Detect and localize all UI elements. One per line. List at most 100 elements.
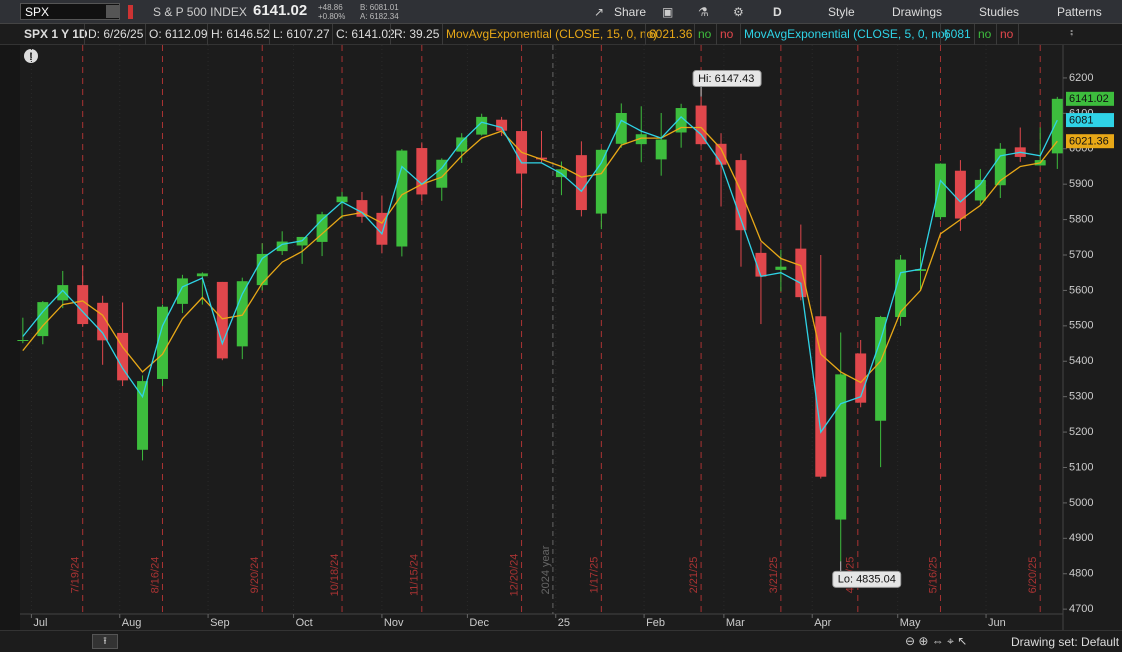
zoom-tools[interactable]: ⊖ ⊕ ⇔ ⌖ ↖ [905,634,968,648]
x-tick-label: Jul [33,617,47,629]
icon-button[interactable]: ⚗ [698,5,709,19]
icon-button[interactable]: ▣ [662,5,674,19]
period-button[interactable]: D [773,5,782,19]
chart: ! 4700 4800 4900 5000 5100 5200 5300 5400 5500 56… [0,45,1114,630]
candle-body [336,196,348,203]
settings-button[interactable]: ⚙ [733,5,744,19]
y-tick-label: 5800 [1069,213,1093,225]
candle-body [655,139,667,160]
candle-body [416,148,428,195]
candle-body [97,302,109,341]
candle-body [276,241,288,252]
price-label: 6141.02 [1069,93,1109,105]
candle-body [934,163,946,218]
candle-body [256,253,268,286]
price-label: 6021.36 [1069,136,1109,148]
candle-body [595,149,607,214]
candle-body [1051,98,1063,154]
x-tick-label: 25 [558,617,570,629]
candle-body [675,108,687,133]
status-bar: ⭱ ⊖ ⊕ ⇔ ⌖ ↖ Drawing set: Default [0,630,1122,652]
share-icon: ↗ [594,5,605,19]
low: L: 6107.27 [273,27,330,41]
info-bar: SPX 1 Y 1D D: 6/26/25 O: 6112.09 H: 6146… [0,22,1122,45]
toolbar: SPX S & P 500 INDEX 6141.02 +48.86 +0.80… [0,0,1122,24]
candle-body [77,285,89,325]
legend-entry[interactable]: MovAvgExponential (CLOSE, 15, 0, no) [446,27,658,41]
candle-body [855,353,867,403]
ema-line [22,126,1058,384]
date: D: 6/26/25 [88,27,144,41]
candle-body [176,278,188,304]
change-pct: +0.80% [318,12,346,21]
candle-body [117,332,129,381]
x-tick-label: Jun [988,617,1006,629]
description: S & P 500 INDEX [153,5,247,19]
expiration-label: 2/21/25 [688,557,700,594]
annotation-label: Lo: 4835.04 [838,574,896,586]
studies-button[interactable]: Studies [979,5,1020,19]
candle-body [954,170,966,219]
change: +48.86 [318,3,343,12]
price-label: 6081 [1069,114,1093,126]
drawing-set[interactable]: Drawing set: Default [1011,635,1120,649]
x-tick-label: Oct [296,617,313,629]
candle-body [236,281,248,347]
close: C: 6141.02 [336,27,395,41]
ema-line [22,115,1058,434]
price-label-bg [1066,113,1114,128]
alert-icon-mark: ! [29,51,33,63]
y-tick-label: 5400 [1069,355,1093,367]
style-button[interactable]: Style [828,5,855,19]
alert-flag[interactable] [128,5,133,19]
price-label-bg [1066,91,1114,106]
collapse-icon[interactable]: ⨾ [1070,22,1074,39]
candle-body [157,306,168,379]
expiration-label: 8/16/24 [149,557,161,594]
candle-body [536,157,547,160]
high: H: 6146.52 [211,27,270,41]
candle-body [57,285,69,301]
symbol-input[interactable] [20,3,120,20]
x-tick-label: May [900,617,921,629]
candle-body [37,302,49,337]
x-tick-label: Aug [122,617,142,629]
candle-body [436,159,448,188]
expiration-label: 11/15/24 [409,554,421,596]
candle-body [815,316,827,477]
candle-body [695,105,707,145]
expiration-label: 9/20/24 [249,557,261,594]
patterns-button[interactable]: Patterns [1057,5,1102,19]
candle-body [575,155,587,211]
flag: no [1000,27,1014,41]
candle-body [376,212,388,245]
candle-body [735,160,747,231]
candle-body [775,266,787,270]
expiration-label: 12/20/24 [508,554,520,597]
dropdown-arrow[interactable] [106,5,119,18]
expiration-label: 3/21/25 [768,557,780,594]
candle-body [615,112,627,144]
scroll-button[interactable]: ⭱ [92,634,118,649]
ask: A: 6182.34 [360,12,399,21]
y-tick-label: 6200 [1069,72,1093,84]
last-price: 6141.02 [253,2,308,19]
legend-entry[interactable]: MovAvgExponential (CLOSE, 5, 0, no) [744,27,949,41]
candle-body [974,179,986,201]
alert-icon[interactable] [24,49,38,63]
annotation-box [832,570,902,588]
y-tick-label: 5100 [1069,461,1093,473]
candle-body [715,143,727,165]
price-label-bg [1066,134,1114,149]
candle-body [835,374,847,520]
annotation-box [692,70,762,88]
candle-body [17,339,29,341]
drawings-button[interactable]: Drawings [892,5,943,19]
study-value: 6081 [944,27,971,41]
y-tick-label: 5600 [1069,284,1093,296]
year-label: 2024 year [540,545,552,594]
y-tick-label: 5700 [1069,249,1093,261]
share-button[interactable]: Share [614,5,647,19]
y-tick-label: 5200 [1069,426,1093,438]
